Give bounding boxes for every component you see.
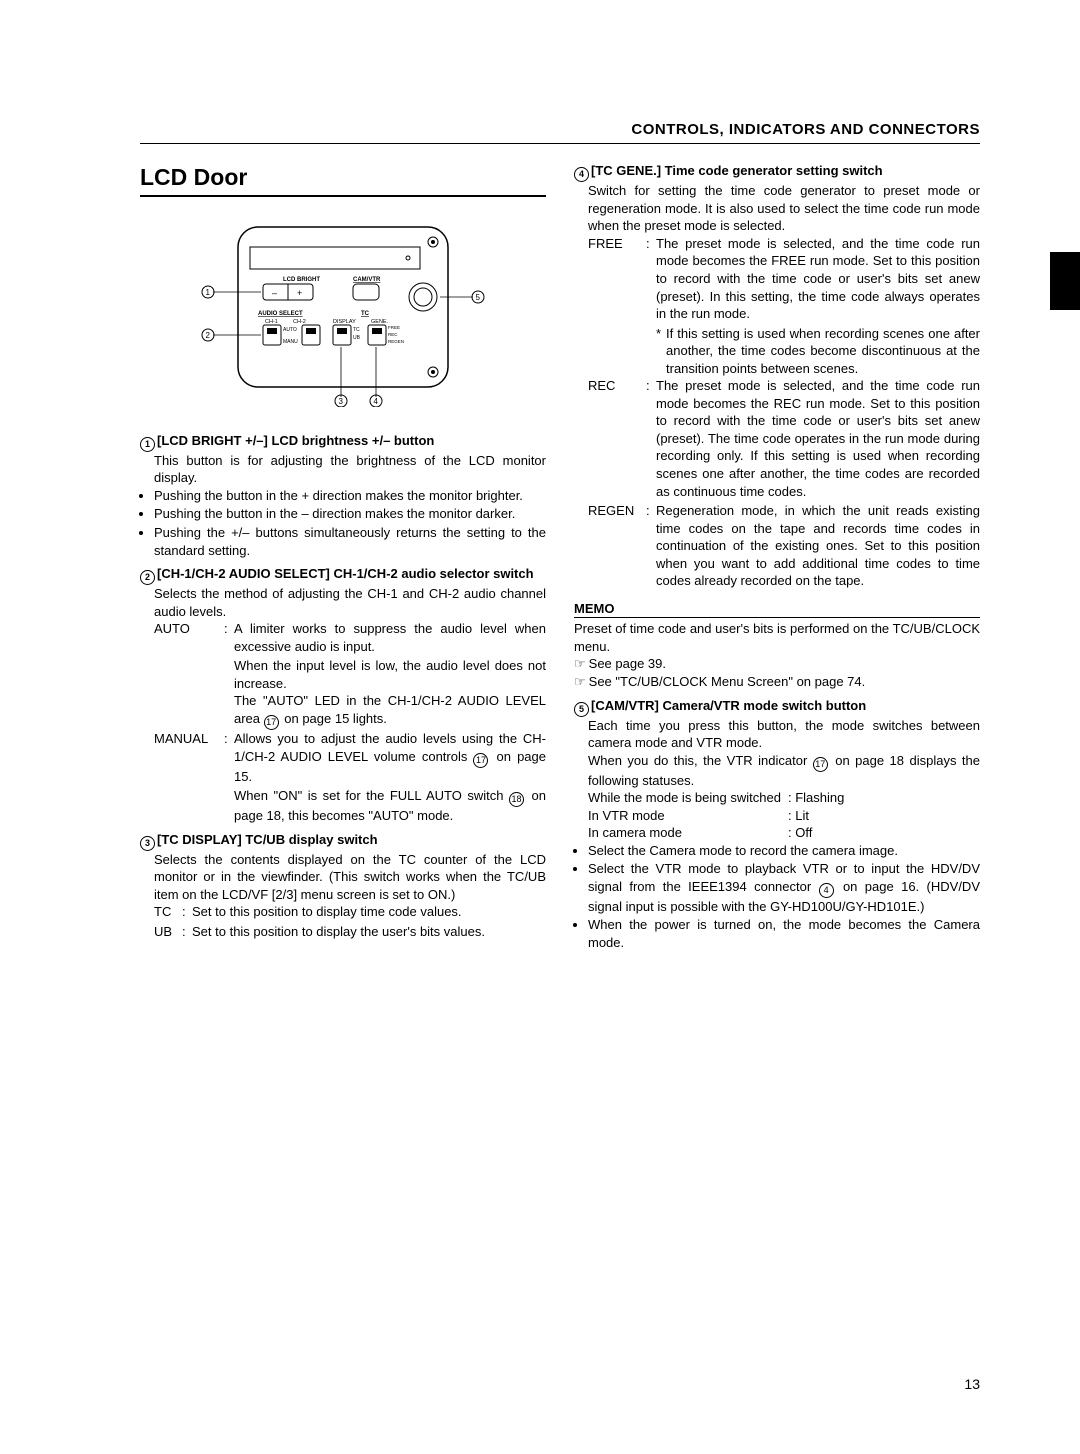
callout-5-icon: 5 [574,702,589,717]
item3-tc: TC:Set to this position to display time … [154,903,546,921]
svg-text:CH-2: CH-2 [293,319,306,325]
svg-text:REC: REC [388,332,398,337]
item5-bullets: Select the Camera mode to record the cam… [574,842,980,952]
right-column: 4[TC GENE.] Time code generator setting … [574,162,980,952]
svg-text:GENE.: GENE. [371,319,389,325]
item2-manual-p2: When "ON" is set for the FULL AUTO switc… [234,787,546,825]
svg-text:MANU: MANU [283,339,298,345]
callout-4-icon: 4 [574,167,589,182]
memo-see2: See "TC/UB/CLOCK Menu Screen" on page 74… [574,673,980,691]
item4-title: 4[TC GENE.] Time code generator setting … [574,162,980,182]
memo-heading: MEMO [574,600,980,619]
item4-rec: REC:The preset mode is selected, and the… [588,377,980,500]
svg-text:AUTO: AUTO [283,327,297,333]
svg-text:REGEN: REGEN [388,339,404,344]
memo-see1: See page 39. [574,655,980,673]
item5-p1: Each time you press this button, the mod… [588,717,980,752]
edge-tab [1050,252,1080,310]
item2-intro: Selects the method of adjusting the CH-1… [154,585,546,620]
svg-text:AUDIO SELECT: AUDIO SELECT [258,311,303,317]
item3-intro: Selects the contents displayed on the TC… [154,851,546,904]
svg-text:3: 3 [339,397,344,406]
callout-2-icon: 2 [140,570,155,585]
svg-text:TC: TC [361,311,370,317]
item2-auto: AUTO: A limiter works to suppress the au… [154,620,546,655]
item1-bullets: Pushing the button in the + direction ma… [140,487,546,559]
item5-p2: When you do this, the VTR indicator 17 o… [588,752,980,790]
svg-text:5: 5 [476,293,481,302]
item5-status-vtr: In VTR mode: Lit [588,807,980,825]
svg-text:CAM/VTR: CAM/VTR [353,277,381,283]
svg-text:2: 2 [206,331,211,340]
callout-1-icon: 1 [140,437,155,452]
item4-free-note: *If this setting is used when recording … [656,325,980,378]
page-number: 13 [964,1375,980,1394]
item2-title: 2[CH-1/CH-2 AUDIO SELECT] CH-1/CH-2 audi… [140,565,546,585]
item1-intro: This button is for adjusting the brightn… [154,452,546,487]
svg-text:CH-1: CH-1 [265,319,278,325]
svg-text:1: 1 [206,288,211,297]
item4-regen: REGEN:Regeneration mode, in which the un… [588,502,980,590]
item2-manual: MANUAL: Allows you to adjust the audio l… [154,730,546,785]
item5-status-switching: While the mode is being switched: Flashi… [588,789,980,807]
svg-text:LCD BRIGHT: LCD BRIGHT [283,277,320,283]
memo-p1: Preset of time code and user's bits is p… [574,620,980,655]
item2-auto-p2: When the input level is low, the audio l… [234,657,546,692]
item1-title: 1[LCD BRIGHT +/–] LCD brightness +/– but… [140,432,546,452]
page-title: LCD Door [140,162,546,197]
lcd-door-diagram: LCD BRIGHT – + CAM/VTR AUDIO SELECT CH-1… [140,217,546,412]
item3-ub: UB:Set to this position to display the u… [154,923,546,941]
svg-text:UB: UB [353,335,361,341]
item4-intro: Switch for setting the time code generat… [588,182,980,235]
item4-free: FREE:The preset mode is selected, and th… [588,235,980,323]
item5-title: 5[CAM/VTR] Camera/VTR mode switch button [574,697,980,717]
svg-text:DISPLAY: DISPLAY [333,319,356,325]
callout-3-icon: 3 [140,836,155,851]
svg-text:+: + [297,288,302,298]
svg-text:–: – [272,288,277,298]
svg-text:FREE: FREE [388,325,400,330]
left-column: LCD Door LCD BRIGHT – + [140,162,546,952]
svg-text:4: 4 [374,397,379,406]
item2-auto-p3: The "AUTO" LED in the CH-1/CH-2 AUDIO LE… [234,692,546,730]
item5-status-cam: In camera mode: Off [588,824,980,842]
svg-text:TC: TC [353,327,360,333]
section-header: CONTROLS, INDICATORS AND CONNECTORS [140,120,980,144]
item3-title: 3[TC DISPLAY] TC/UB display switch [140,831,546,851]
